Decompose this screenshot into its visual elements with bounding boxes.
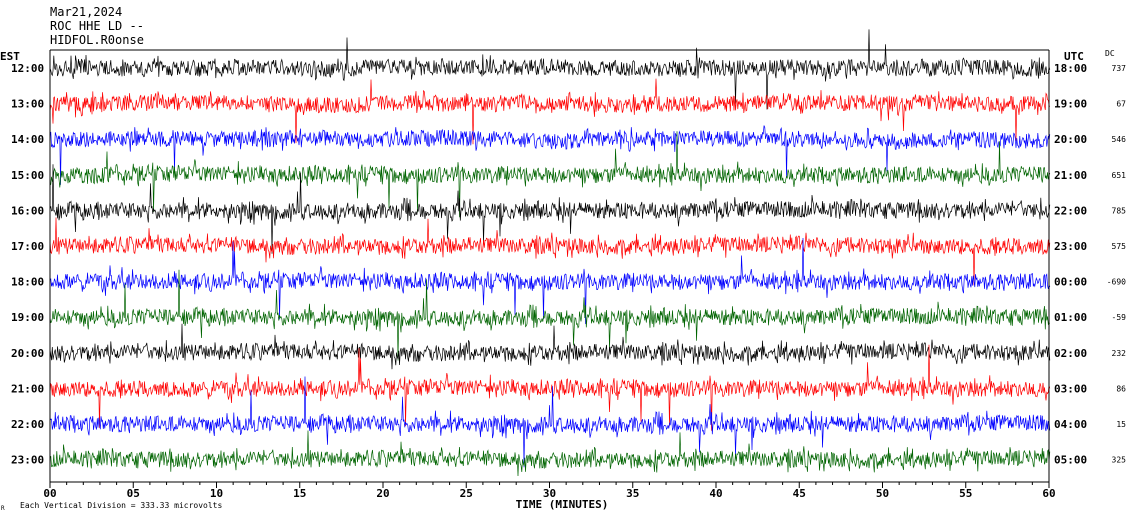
utc-time-label: 21:00 bbox=[1054, 169, 1087, 182]
trace-row-1700 bbox=[49, 217, 1051, 286]
est-time-label: 20:00 bbox=[11, 347, 44, 360]
est-time-label: 13:00 bbox=[11, 98, 44, 111]
x-tick-label: 20 bbox=[376, 487, 389, 500]
x-axis-label: TIME (MINUTES) bbox=[516, 498, 609, 511]
trace-row-1900 bbox=[49, 269, 1050, 361]
dc-offset-value: 67 bbox=[1116, 100, 1126, 109]
dc-offset-value: 15 bbox=[1116, 420, 1126, 429]
row-labels: 12:00 18:00 737 13:00 19:00 67 14:00 20:00 546 15… bbox=[11, 62, 1126, 467]
trace-row-1200 bbox=[49, 29, 1051, 110]
x-tick-label: 50 bbox=[876, 487, 889, 500]
est-time-label: 18:00 bbox=[11, 276, 44, 289]
est-time-label: 22:00 bbox=[11, 418, 44, 431]
header-filter: HIDFOL.R0onse bbox=[50, 33, 144, 47]
trace-row-2100 bbox=[49, 344, 1051, 431]
trace-row-1800 bbox=[49, 237, 1051, 325]
dc-offset-value: -690 bbox=[1107, 278, 1126, 287]
dc-label: DC bbox=[1105, 49, 1115, 58]
x-tick-label: 05 bbox=[127, 487, 140, 500]
x-tick-label: 60 bbox=[1042, 487, 1055, 500]
utc-time-label: 03:00 bbox=[1054, 382, 1087, 395]
utc-time-label: 02:00 bbox=[1054, 347, 1087, 360]
x-tick-label: 25 bbox=[460, 487, 473, 500]
x-tick-label: 00 bbox=[43, 487, 56, 500]
utc-time-label: 01:00 bbox=[1054, 311, 1087, 324]
footer-note: Each Vertical Division = 333.33 microvol… bbox=[20, 501, 222, 510]
utc-time-label: 04:00 bbox=[1054, 418, 1087, 431]
dc-offset-value: -59 bbox=[1112, 313, 1127, 322]
x-tick-labels: 00 05 10 15 20 25 30 35 40 45 50 55 60 bbox=[43, 487, 1055, 500]
est-time-label: 17:00 bbox=[11, 240, 44, 253]
utc-time-label: 22:00 bbox=[1054, 204, 1087, 217]
x-tick-label: 35 bbox=[626, 487, 639, 500]
dc-offset-value: 651 bbox=[1112, 171, 1127, 180]
left-axis-label: EST bbox=[0, 50, 20, 63]
est-time-label: 16:00 bbox=[11, 204, 44, 217]
x-tick-label: 55 bbox=[959, 487, 972, 500]
x-tick-label: 15 bbox=[293, 487, 306, 500]
corner-mark: R bbox=[1, 505, 5, 512]
plot-grid bbox=[49, 49, 1050, 488]
utc-time-label: 23:00 bbox=[1054, 240, 1087, 253]
trace-row-1500 bbox=[49, 131, 1051, 218]
trace-row-2200 bbox=[49, 376, 1051, 468]
header-date: Mar21,2024 bbox=[50, 5, 122, 19]
dc-offset-value: 785 bbox=[1112, 206, 1127, 215]
trace-row-2300 bbox=[49, 430, 1051, 477]
dc-offset-value: 575 bbox=[1112, 242, 1127, 251]
dc-offset-value: 86 bbox=[1116, 384, 1126, 393]
header-station: ROC HHE LD -- bbox=[50, 19, 144, 33]
trace-row-2000 bbox=[49, 323, 1051, 370]
trace-row-1400 bbox=[49, 125, 1051, 185]
dc-offset-value: 325 bbox=[1112, 456, 1127, 465]
est-time-label: 23:00 bbox=[11, 454, 44, 467]
trace-row-1300 bbox=[49, 78, 1051, 145]
x-tick-label: 30 bbox=[543, 487, 556, 500]
dc-offset-value: 546 bbox=[1112, 135, 1127, 144]
est-time-label: 14:00 bbox=[11, 133, 44, 146]
utc-time-label: 05:00 bbox=[1054, 454, 1087, 467]
x-tick-label: 10 bbox=[210, 487, 223, 500]
utc-time-label: 19:00 bbox=[1054, 98, 1087, 111]
utc-time-label: 18:00 bbox=[1054, 62, 1087, 75]
utc-time-label: 00:00 bbox=[1054, 276, 1087, 289]
est-time-label: 19:00 bbox=[11, 311, 44, 324]
est-time-label: 15:00 bbox=[11, 169, 44, 182]
est-time-label: 12:00 bbox=[11, 62, 44, 75]
right-axis-label: UTC bbox=[1064, 50, 1084, 63]
trace-row-1600 bbox=[49, 164, 1051, 254]
x-tick-label: 45 bbox=[793, 487, 806, 500]
dc-offset-value: 232 bbox=[1112, 349, 1127, 358]
dc-offset-value: 737 bbox=[1112, 64, 1127, 73]
utc-time-label: 20:00 bbox=[1054, 133, 1087, 146]
est-time-label: 21:00 bbox=[11, 382, 44, 395]
seismic-traces bbox=[49, 29, 1051, 477]
x-tick-label: 40 bbox=[709, 487, 722, 500]
